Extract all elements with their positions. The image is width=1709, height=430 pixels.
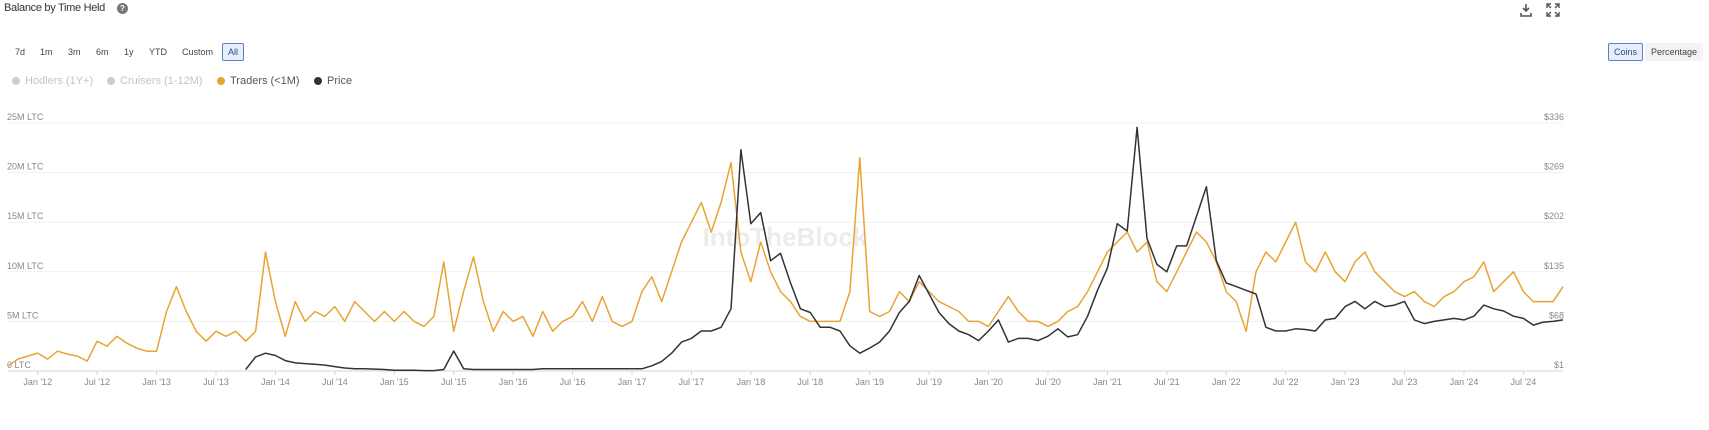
x-tick-label: Jul '22 — [1273, 377, 1299, 387]
x-tick-label: Jan '18 — [736, 377, 765, 387]
expand-icon[interactable] — [1546, 3, 1560, 17]
legend-item[interactable]: Traders (<1M) — [217, 75, 300, 87]
legend-item[interactable]: Hodlers (1Y+) — [12, 75, 93, 87]
x-tick-label: Jan '19 — [855, 377, 884, 387]
y-tick-label: 5M LTC — [7, 310, 39, 320]
x-tick-label: Jan '14 — [261, 377, 290, 387]
y-tick-label: 20M LTC — [7, 162, 44, 172]
x-tick-label: Jan '17 — [618, 377, 647, 387]
x-tick-label: Jan '21 — [1093, 377, 1122, 387]
x-tick-label: Jul '14 — [322, 377, 348, 387]
x-tick-label: Jul '13 — [203, 377, 229, 387]
x-tick-label: Jan '16 — [499, 377, 528, 387]
x-tick-label: Jan '22 — [1212, 377, 1241, 387]
watermark: IntoTheBlock — [703, 222, 868, 252]
title: Balance by Time Held — [4, 2, 105, 14]
x-tick-label: Jul '20 — [1035, 377, 1061, 387]
help-icon[interactable]: ? — [117, 3, 128, 14]
legend-label: Cruisers (1-12M) — [120, 75, 203, 87]
unit-button[interactable]: Percentage — [1645, 43, 1704, 61]
range-button[interactable]: YTD — [149, 47, 167, 57]
y-tick-label: 0 LTC — [7, 360, 31, 370]
x-tick-label: Jan '12 — [23, 377, 52, 387]
x-tick-label: Jul '17 — [679, 377, 705, 387]
x-tick-label: Jul '19 — [916, 377, 942, 387]
legend-marker — [314, 77, 322, 85]
y-tick-label: 15M LTC — [7, 211, 44, 221]
x-tick-label: Jul '15 — [441, 377, 467, 387]
x-tick-label: Jul '23 — [1392, 377, 1418, 387]
x-tick-label: Jan '13 — [142, 377, 171, 387]
x-tick-label: Jan '23 — [1331, 377, 1360, 387]
y2-tick-label: $336 — [1544, 112, 1564, 122]
y2-tick-label: $202 — [1544, 211, 1564, 221]
legend-marker — [217, 77, 225, 85]
legend-item[interactable]: Price — [314, 75, 352, 87]
y2-tick-label: $1 — [1554, 360, 1564, 370]
y2-tick-label: $135 — [1544, 261, 1564, 271]
legend-marker — [12, 77, 20, 85]
x-tick-label: Jul '24 — [1511, 377, 1537, 387]
x-tick-label: Jul '12 — [84, 377, 110, 387]
x-tick-label: Jul '18 — [797, 377, 823, 387]
series-line — [245, 126, 1564, 372]
x-tick-label: Jul '16 — [560, 377, 586, 387]
range-button[interactable]: 6m — [96, 47, 109, 57]
x-tick-label: Jan '24 — [1450, 377, 1479, 387]
range-button[interactable]: 1m — [40, 47, 53, 57]
x-tick-label: Jan '15 — [380, 377, 409, 387]
y-tick-label: 10M LTC — [7, 261, 44, 271]
unit-button[interactable]: Coins — [1608, 43, 1644, 61]
x-tick-label: Jan '20 — [974, 377, 1003, 387]
legend-label: Hodlers (1Y+) — [25, 75, 94, 87]
range-button[interactable]: 7d — [15, 47, 26, 57]
legend-marker — [107, 77, 115, 85]
y2-tick-label: $68 — [1549, 310, 1564, 320]
y2-tick-label: $269 — [1544, 162, 1564, 172]
range-button[interactable]: 3m — [68, 47, 81, 57]
download-icon[interactable] — [1519, 3, 1533, 17]
series-line — [7, 156, 1564, 367]
range-button[interactable]: Custom — [182, 47, 214, 57]
range-button[interactable]: All — [222, 43, 245, 61]
legend-item[interactable]: Cruisers (1-12M) — [107, 75, 203, 87]
y-tick-label: 25M LTC — [7, 112, 44, 122]
legend-label: Price — [327, 75, 353, 87]
range-button[interactable]: 1y — [124, 47, 134, 57]
legend-label: Traders (<1M) — [230, 75, 300, 87]
x-tick-label: Jul '21 — [1154, 377, 1180, 387]
